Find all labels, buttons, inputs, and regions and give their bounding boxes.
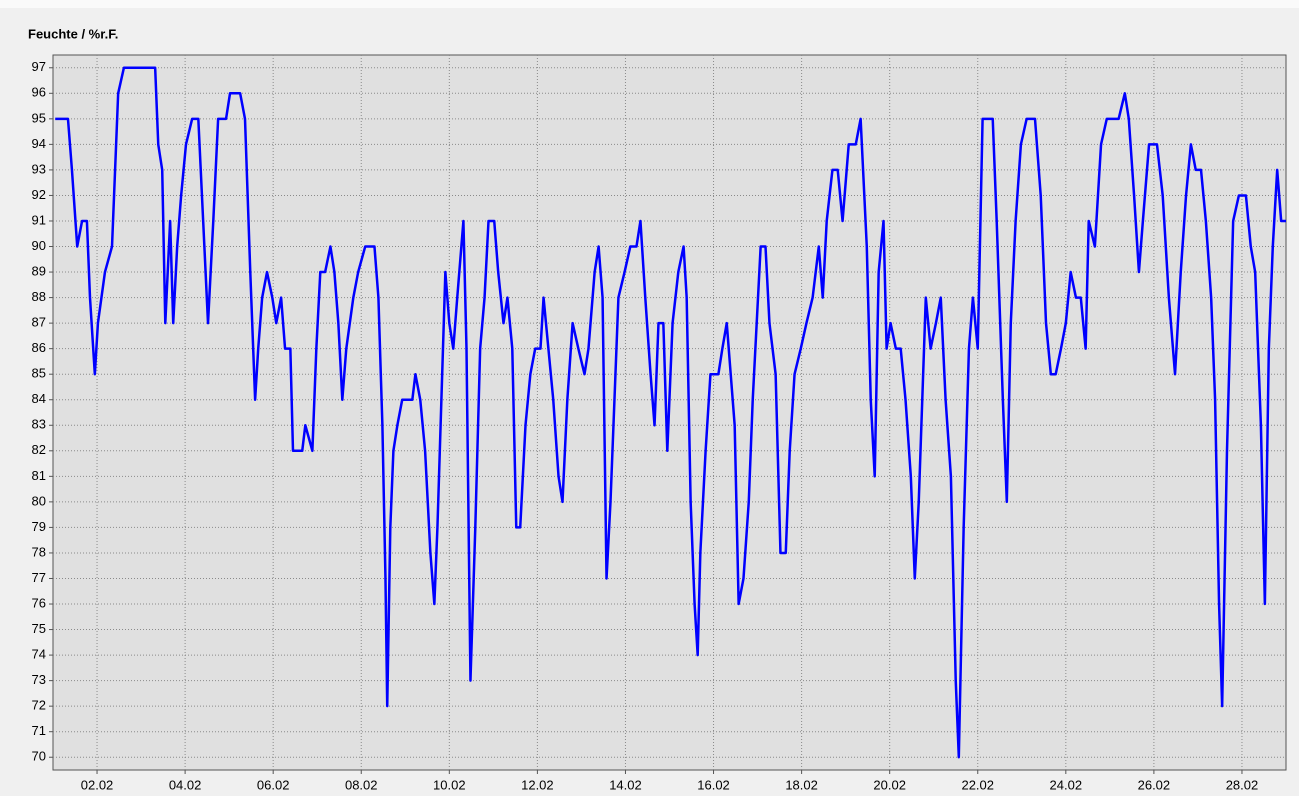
y-tick-label: 88 [32, 289, 46, 304]
y-tick-label: 71 [32, 723, 46, 738]
y-tick-label: 94 [32, 136, 46, 151]
y-tick-label: 92 [32, 187, 46, 202]
x-tick-label: 08.02 [345, 777, 378, 792]
y-tick-label: 84 [32, 391, 46, 406]
x-tick-label: 04.02 [169, 777, 202, 792]
x-tick-label: 14.02 [609, 777, 642, 792]
y-tick-label: 77 [32, 570, 46, 585]
y-tick-label: 82 [32, 442, 46, 457]
y-tick-label: 80 [32, 493, 46, 508]
y-tick-label: 76 [32, 595, 46, 610]
x-tick-label: 22.02 [961, 777, 994, 792]
y-tick-label: 81 [32, 468, 46, 483]
y-tick-label: 74 [32, 647, 46, 662]
y-tick-label: 96 [32, 85, 46, 100]
chart-title: Feuchte / %r.F. [28, 26, 118, 41]
y-tick-label: 95 [32, 110, 46, 125]
y-tick-label: 91 [32, 212, 46, 227]
x-tick-label: 10.02 [433, 777, 466, 792]
x-tick-label: 28.02 [1226, 777, 1259, 792]
x-tick-label: 02.02 [81, 777, 114, 792]
y-tick-label: 86 [32, 340, 46, 355]
x-tick-label: 26.02 [1138, 777, 1171, 792]
y-tick-label: 87 [32, 315, 46, 330]
x-tick-label: 20.02 [873, 777, 906, 792]
y-tick-label: 85 [32, 366, 46, 381]
y-tick-label: 79 [32, 519, 46, 534]
x-tick-label: 24.02 [1050, 777, 1083, 792]
x-tick-label: 06.02 [257, 777, 290, 792]
y-tick-label: 90 [32, 238, 46, 253]
data-line [55, 66, 1286, 759]
x-tick-label: 16.02 [697, 777, 730, 792]
y-tick-label: 72 [32, 698, 46, 713]
y-tick-label: 70 [32, 749, 46, 764]
x-tick-label: 12.02 [521, 777, 554, 792]
y-tick-label: 75 [32, 621, 46, 636]
y-tick-label: 83 [32, 417, 46, 432]
top-strip [0, 0, 1299, 8]
y-tick-label: 89 [32, 263, 46, 278]
y-tick-label: 97 [32, 59, 46, 74]
y-tick-label: 93 [32, 161, 46, 176]
x-tick-label: 18.02 [785, 777, 818, 792]
y-tick-label: 73 [32, 672, 46, 687]
y-tick-label: 78 [32, 544, 46, 559]
